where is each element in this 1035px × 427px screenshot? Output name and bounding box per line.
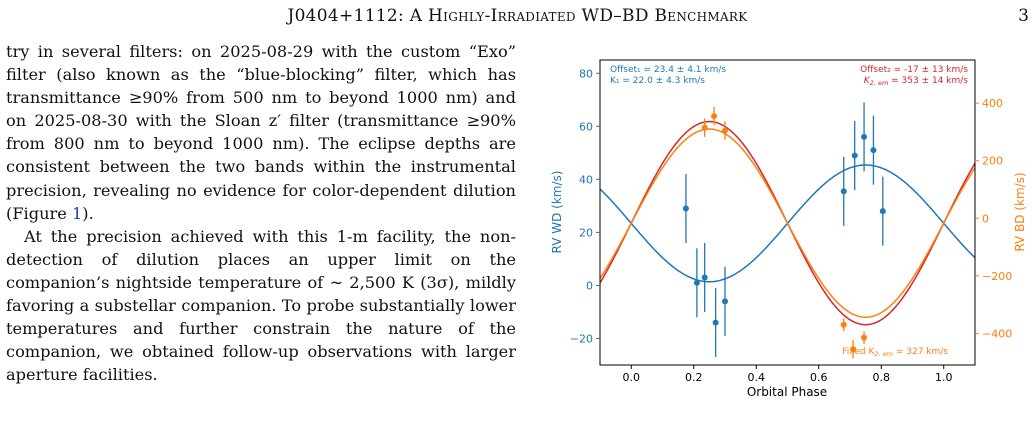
page-number: 3: [1018, 6, 1029, 26]
x-tick-label: 0.6: [810, 371, 828, 384]
wd-point-marker: [870, 147, 877, 154]
running-head: J0404+1112: A Highly-Irradiated WD–BD Be…: [0, 6, 1035, 30]
bd-point-marker: [850, 346, 857, 353]
x-tick-label: 0.8: [873, 371, 891, 384]
left-y-tick-label: 80: [579, 67, 593, 80]
right-y-tick-label: 400: [982, 97, 1003, 110]
bd-data-point: [840, 318, 847, 332]
right-y-tick-label: −200: [982, 270, 1012, 283]
wd-offset-annotation: Offset₁ = 23.4 ± 4.1 km/s: [610, 65, 726, 75]
wd-data-point: [879, 176, 886, 246]
wd-data-point: [722, 266, 728, 336]
wd-data-point: [693, 248, 700, 318]
wd-point-marker: [879, 208, 886, 215]
figure-reference-link[interactable]: 1: [71, 203, 83, 223]
x-tick-label: 0.4: [748, 371, 766, 384]
right-y-tick-label: −400: [982, 327, 1012, 340]
x-tick-label: 0.2: [685, 371, 703, 384]
right-y-tick-label: 0: [982, 212, 989, 225]
rv-figure: 0.0 0.2 0.4 0.6 0.8 1.0 −20 0 20 40 60 80 −400 −200 0 2…: [548, 50, 1032, 410]
wd-k-annotation: K₁ = 22.0 ± 4.3 km/s: [610, 76, 705, 86]
wd-point-marker: [840, 188, 847, 195]
wd-point-marker: [861, 133, 868, 140]
plot-frame: [599, 59, 976, 366]
wd-point-marker: [701, 274, 708, 281]
wd-point-marker: [722, 298, 728, 305]
wd-data-point: [712, 288, 719, 358]
bd-k-annotation: K2, em = 353 ± 14 km/s: [864, 76, 969, 87]
wd-data-point: [851, 121, 858, 190]
y-axis-label-left: RV WD (km/s): [550, 171, 564, 254]
left-y-tick-label: 60: [579, 120, 593, 133]
wd-data-point: [861, 102, 868, 172]
fixed-k-annotation: Fixed K2, em = 327 km/s: [842, 347, 948, 358]
wd-point-marker: [851, 152, 858, 159]
x-tick-label: 1.0: [935, 371, 953, 384]
left-y-tick-label: 40: [579, 173, 593, 186]
wd-data-point: [701, 243, 708, 312]
bd-point-marker: [861, 334, 868, 341]
paragraph-2: At the precision achieved with this 1-m …: [6, 226, 516, 385]
body-text: try in several filters: on 2025-08-29 wi…: [6, 40, 516, 386]
wd-data-point: [682, 174, 689, 243]
bd-fixed-curve: [600, 128, 975, 318]
bd-data-point: [861, 331, 868, 344]
left-y-tick-label: 0: [586, 279, 593, 292]
paragraph-1-end: ).: [82, 203, 94, 223]
paragraph-1: try in several filters: on 2025-08-29 wi…: [6, 40, 516, 225]
bd-offset-annotation: Offset₂ = -17 ± 13 km/s: [860, 65, 968, 75]
x-axis-label: Orbital Phase: [747, 385, 827, 399]
bd-data-point: [711, 106, 718, 126]
bd-data-point: [701, 118, 708, 137]
wd-point-marker: [712, 319, 719, 326]
wd-point-marker: [693, 279, 700, 286]
bd-point-marker: [840, 321, 847, 328]
bd-point-marker: [701, 124, 708, 131]
right-y-tick-label: 200: [982, 155, 1003, 168]
bd-data-point: [722, 121, 728, 140]
rv-chart: 0.0 0.2 0.4 0.6 0.8 1.0−20020406080−400−20002…: [550, 59, 1027, 399]
left-y-tick-label: −20: [570, 332, 593, 345]
wd-point-marker: [682, 205, 689, 212]
running-title: J0404+1112: A Highly-Irradiated WD–BD Be…: [287, 6, 748, 26]
x-tick-label: 0.0: [623, 371, 641, 384]
wd-data-point: [840, 156, 847, 226]
bd-point-marker: [711, 113, 718, 120]
y-axis-label-right: RV BD (km/s): [1013, 172, 1027, 251]
paragraph-1-text: try in several filters: on 2025-08-29 wi…: [6, 42, 516, 223]
left-y-tick-label: 20: [579, 226, 593, 239]
wd-data-point: [870, 115, 877, 185]
bd-data-point: [850, 339, 857, 359]
bd-point-marker: [722, 127, 728, 134]
